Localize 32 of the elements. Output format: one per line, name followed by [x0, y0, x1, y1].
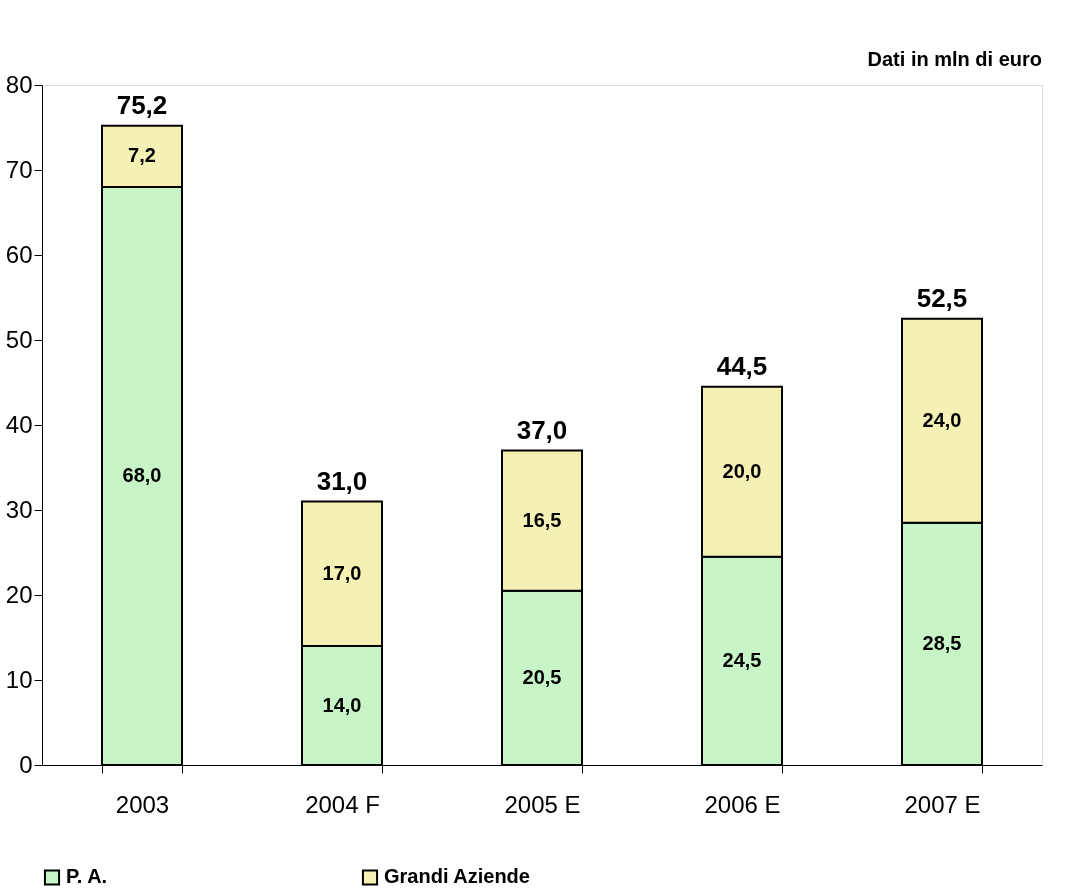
y-tick-label: 80	[5, 70, 33, 98]
x-tick-label: 2005 E	[504, 790, 581, 818]
total-label: 37,0	[516, 414, 568, 445]
y-tick-label: 60	[5, 240, 33, 268]
data-label: 7,2	[128, 144, 156, 167]
data-label: 24,5	[722, 648, 762, 671]
y-tick-label: 70	[5, 155, 33, 183]
y-tick-label: 40	[5, 410, 33, 438]
total-label: 52,5	[916, 282, 968, 313]
x-tick-label: 2004 F	[305, 790, 380, 818]
legend-label: Grandi Aziende	[384, 865, 530, 888]
data-label: 20,5	[522, 665, 562, 688]
y-tick-label: 10	[5, 665, 33, 693]
data-label: 17,0	[322, 561, 362, 584]
data-label: 16,5	[522, 508, 562, 531]
x-tick-label: 2007 E	[904, 790, 981, 818]
data-label: 68,0	[122, 464, 162, 486]
data-label: 24,0	[922, 408, 962, 431]
data-label: 28,5	[922, 631, 962, 654]
y-tick-label: 30	[5, 495, 33, 523]
x-tick-label: 2006 E	[704, 790, 781, 818]
legend-label: P. A.	[66, 865, 108, 888]
total-label: 31,0	[316, 465, 368, 496]
data-label: 20,0	[722, 459, 762, 482]
y-tick-label: 0	[19, 750, 33, 778]
y-tick-label: 20	[5, 580, 33, 608]
x-tick-label: 2003	[115, 790, 170, 818]
total-label: 44,5	[716, 350, 768, 381]
text: Dati in mln di euro	[867, 48, 1042, 70]
total-label: 75,2	[116, 89, 168, 120]
data-label: 14,0	[322, 693, 362, 716]
y-tick-label: 50	[5, 325, 33, 353]
